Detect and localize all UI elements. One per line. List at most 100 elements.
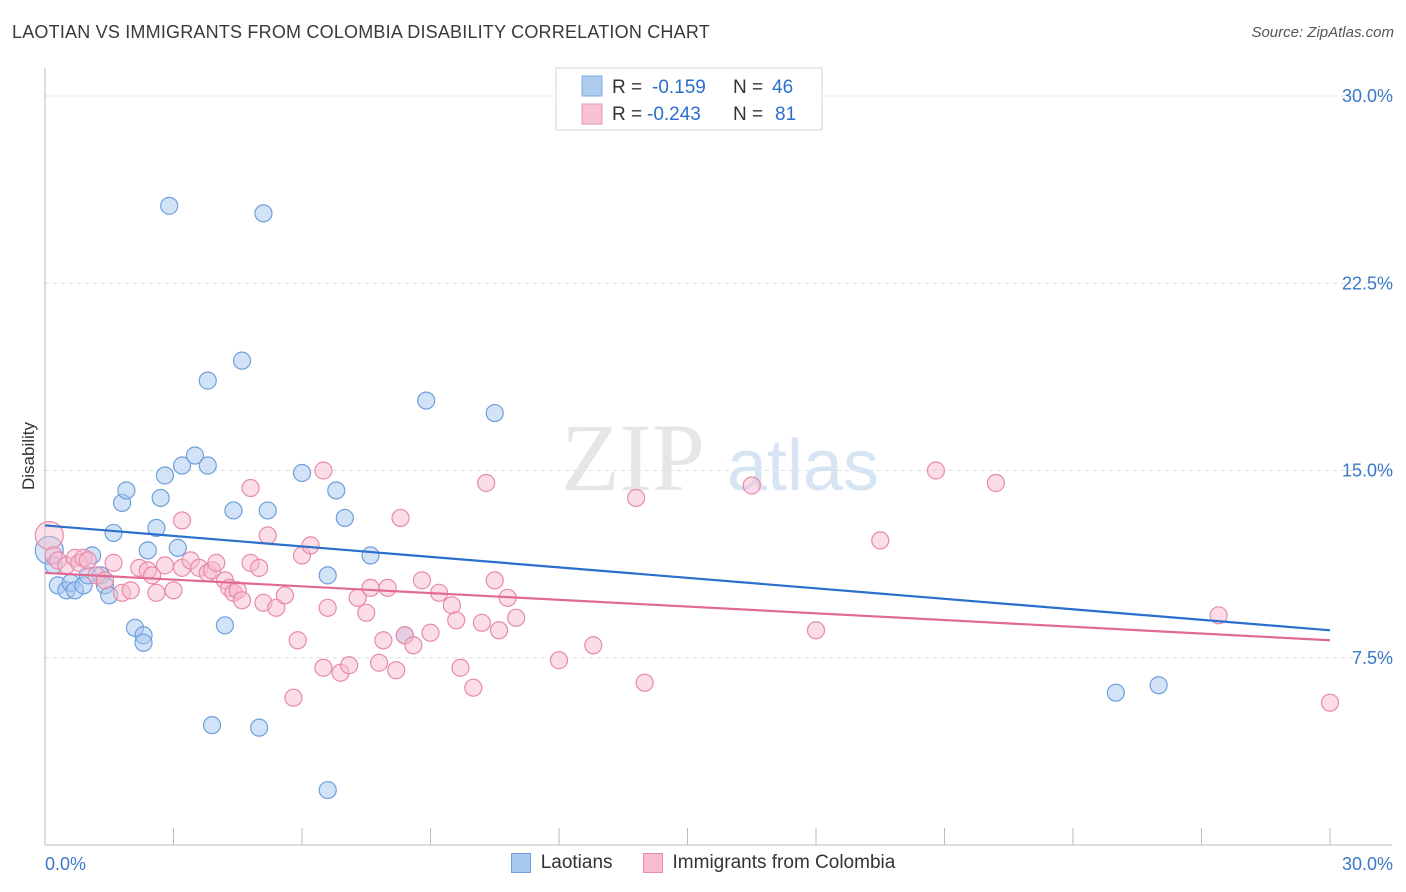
legend-r-value-laotians: -0.159 [652,77,706,98]
point-colombia [391,508,410,528]
point-laotians [117,481,136,500]
legend-label-laotians: Laotians [540,852,613,873]
legend-swatch-laotians [581,75,603,97]
point-laotians [254,204,273,223]
point-colombia [267,598,286,617]
point-laotians [155,466,175,485]
point-colombia [172,511,192,530]
point-colombia [412,571,432,590]
point-colombia [472,613,491,632]
legend-item-laotians: Laotians [510,852,613,874]
point-colombia [374,631,393,650]
legend-n-value-laotians: 46 [772,77,793,98]
point-laotians [202,716,222,735]
point-colombia [361,578,380,597]
point-colombia [404,636,423,655]
point-colombia [164,581,183,600]
point-laotians [292,463,312,483]
point-colombia [489,621,509,640]
x-tick-label: 30.0% [1342,854,1393,874]
point-colombia [147,583,166,602]
point-colombia [626,488,646,508]
y-tick-label: 15.0% [1342,461,1393,481]
point-laotians [1106,683,1125,702]
point-colombia [442,596,462,615]
point-colombia [314,461,333,480]
point-colombia [926,461,946,480]
point-laotians [147,518,166,538]
point-colombia [241,478,260,498]
point-colombia [485,571,504,590]
legend-n-value-colombia: 81 [775,104,796,125]
point-laotians [224,501,243,520]
legend-swatch-laotians-bottom [510,853,531,873]
axes [44,68,1392,846]
point-colombia [421,623,440,642]
point-colombia [232,591,252,610]
point-colombia [318,598,337,617]
point-laotians [250,718,269,737]
point-colombia [1209,606,1228,625]
trend-line-colombia [44,571,1331,642]
point-colombia [507,608,526,627]
point-colombia [451,658,470,677]
y-axis-label: Disability [19,421,38,490]
point-laotians [318,566,337,585]
point-colombia [806,621,826,640]
point-colombia [250,558,269,577]
point-colombia [378,578,397,597]
y-tick-label: 30.0% [1342,86,1393,106]
legend-n-label-colombia: N = [733,104,768,125]
point-laotians [138,541,157,560]
point-laotians [327,481,346,500]
chart-source: Source: ZipAtlas.com [1251,24,1394,41]
point-laotians [198,456,217,475]
legend-bottom: Laotians Immigrants from Colombia [0,852,1406,874]
point-colombia [284,688,303,707]
point-colombia [370,653,389,672]
legend-swatch-colombia-bottom [642,853,663,873]
legend-r-value-colombia: -0.243 [647,104,701,125]
point-laotians [485,403,504,423]
legend-item-colombia: Immigrants from Colombia [642,852,896,874]
y-tick-label: 22.5% [1342,273,1393,293]
legend-label-colombia: Immigrants from Colombia [672,852,896,873]
point-colombia [121,581,140,600]
point-laotians [232,351,252,370]
point-colombia [314,658,333,677]
point-colombia [78,551,97,570]
point-laotians [198,371,217,390]
point-colombia [155,556,175,575]
point-colombia [340,656,359,675]
legend-r-label-laotians: R = [612,77,647,98]
point-colombia [301,536,320,555]
legend-r-label-colombia: R = [612,104,647,125]
point-colombia [477,473,496,493]
point-colombia [387,661,406,680]
tick-labels: 7.5% 15.0% 22.5% 30.0% 0.0% 30.0% [45,86,1393,874]
point-colombia [95,571,115,590]
point-laotians [1149,676,1168,695]
point-laotians [361,546,380,565]
point-laotians [172,456,192,475]
point-laotians [318,780,337,800]
point-colombia [258,526,277,545]
trend-lines [44,524,1331,642]
gridlines [45,95,1392,659]
point-colombia [635,673,654,692]
point-colombia [464,678,483,697]
point-laotians [168,538,187,557]
y-tick-label: 7.5% [1352,648,1393,668]
point-laotians [335,508,354,528]
x-tick-label: 0.0% [45,854,86,874]
legend-n-label-laotians: N = [733,77,768,98]
series-colombia [34,461,1340,712]
point-laotians [151,488,170,508]
point-laotians [215,616,234,635]
point-colombia [742,476,761,495]
point-colombia [986,473,1006,493]
point-laotians [185,446,205,465]
legend-swatch-colombia [581,103,603,125]
